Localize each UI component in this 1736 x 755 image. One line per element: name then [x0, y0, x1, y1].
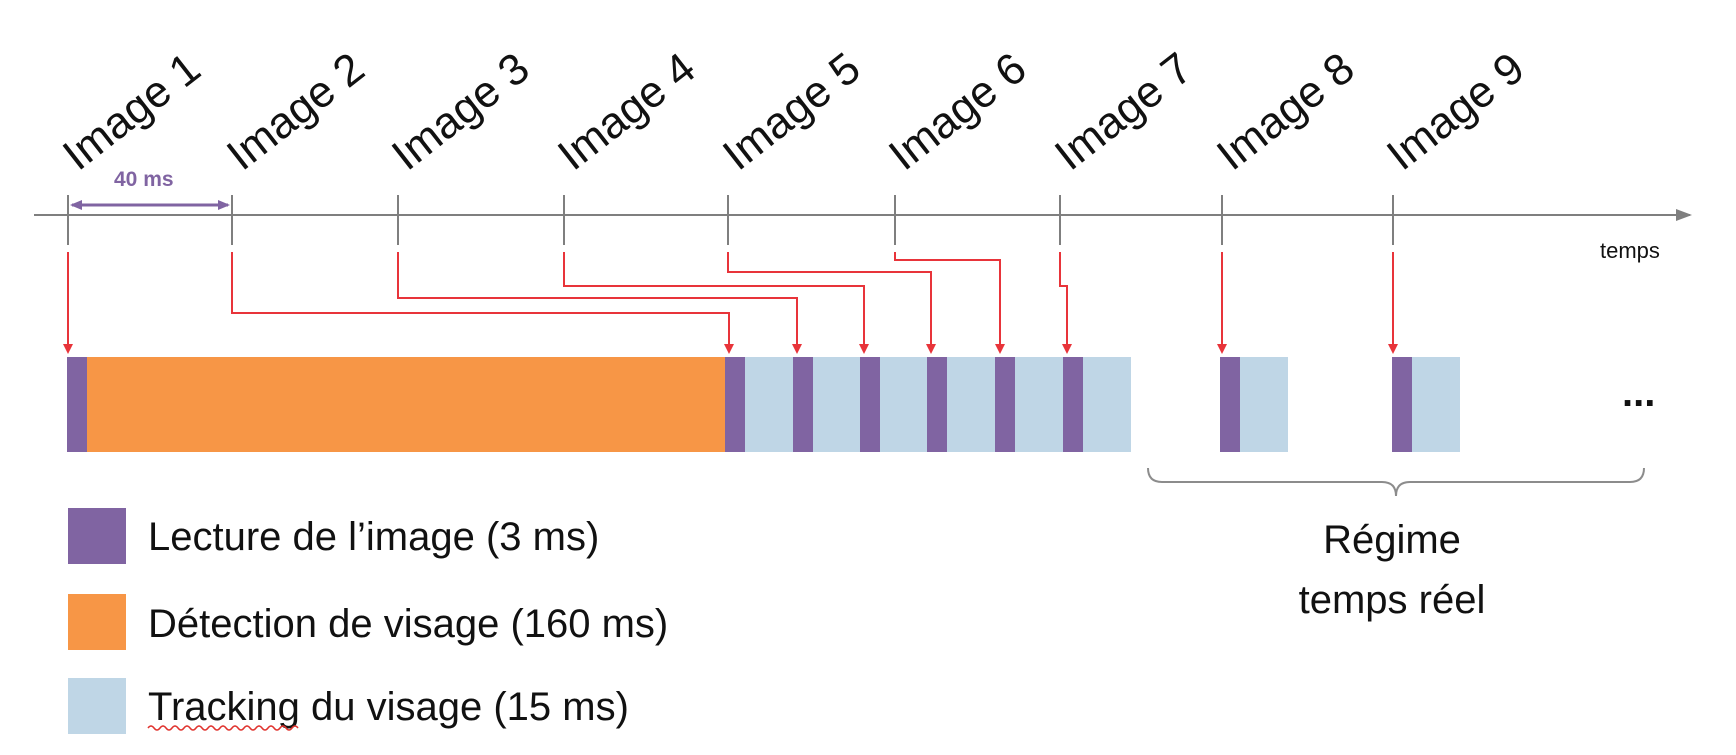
time-axis-label: temps	[1600, 238, 1660, 263]
tracking-block	[1240, 357, 1288, 452]
frame-label: Image 5	[714, 43, 869, 179]
lecture-block	[725, 357, 745, 452]
frame-label: Image 6	[880, 43, 1035, 179]
connector-image-6	[894, 252, 1005, 354]
tracking-block	[1083, 357, 1131, 452]
tracking-block	[880, 357, 927, 452]
regime-label: temps réel	[1299, 578, 1486, 622]
frame-ticks	[67, 195, 1394, 245]
connector-image-3	[397, 252, 802, 354]
frame-label: Image 9	[1378, 43, 1533, 179]
frame-label: Image 1	[54, 43, 209, 179]
frame-label: Image 7	[1046, 43, 1201, 179]
lecture-block	[1063, 357, 1083, 452]
connector-image-7	[1059, 252, 1072, 354]
lecture-block	[67, 357, 87, 452]
regime-label: Régime	[1323, 518, 1461, 562]
frame-label: Image 4	[549, 43, 704, 179]
frame-label: Image 2	[218, 43, 373, 179]
legend-swatch-lecture	[68, 508, 126, 564]
tracking-block	[1015, 357, 1063, 452]
spellcheck-underline	[147, 725, 299, 731]
ellipsis: ...	[1622, 371, 1655, 415]
tracking-block	[745, 357, 793, 452]
frame-label: Image 8	[1208, 43, 1363, 179]
legend: Lecture de l’image (3 ms) Détection de v…	[68, 508, 668, 734]
tracking-block	[813, 357, 860, 452]
legend-swatch-tracking	[68, 678, 126, 734]
frame-connectors	[63, 252, 1398, 354]
legend-swatch-detection	[68, 594, 126, 650]
detection-block	[87, 357, 725, 452]
legend-label-detection: Détection de visage (160 ms)	[148, 602, 668, 646]
lecture-block	[860, 357, 880, 452]
tracking-block	[947, 357, 995, 452]
lecture-block	[995, 357, 1015, 452]
lecture-block	[793, 357, 813, 452]
legend-label-tracking: Tracking du visage (15 ms)	[148, 685, 629, 729]
lecture-block	[1220, 357, 1240, 452]
connector-image-5	[727, 252, 936, 354]
connector-image-4	[563, 252, 869, 354]
connector-image-2	[231, 252, 734, 354]
interval-label: 40 ms	[114, 168, 174, 191]
tracking-block	[1412, 357, 1460, 452]
legend-label-lecture: Lecture de l’image (3 ms)	[148, 515, 599, 559]
frame-label: Image 3	[383, 43, 538, 179]
lecture-block	[1392, 357, 1412, 452]
processing-bar	[67, 357, 1460, 452]
regime-brace	[1147, 467, 1645, 497]
lecture-block	[927, 357, 947, 452]
